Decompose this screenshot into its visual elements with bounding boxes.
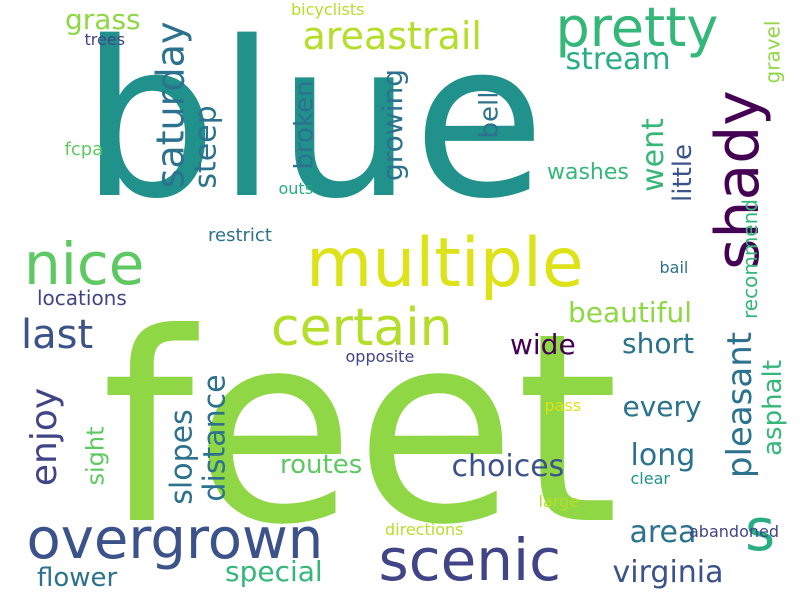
word-virginia: virginia — [612, 555, 724, 590]
word-distance: distance — [197, 374, 233, 502]
word-pleasant: pleasant — [720, 331, 761, 479]
word-grass: grass — [65, 3, 141, 36]
word-bail: bail — [659, 258, 689, 277]
word-nice: nice — [24, 230, 145, 298]
word-slopes: slopes — [164, 409, 200, 505]
word-little: little — [668, 143, 699, 203]
word-gravel: gravel — [759, 20, 784, 84]
word-long: long — [630, 438, 696, 473]
word-went: went — [635, 118, 671, 192]
word-special: special — [225, 555, 323, 588]
word-overgrown: overgrown — [26, 507, 324, 572]
word-scenic: scenic — [378, 526, 562, 594]
word-broken: broken — [289, 80, 320, 170]
word-pass: pass — [544, 396, 582, 415]
word-abandoned: abandoned — [689, 522, 779, 541]
word-bell: bell — [473, 91, 504, 139]
word-wide: wide — [510, 328, 576, 361]
word-outs: outs — [278, 179, 314, 198]
word-areastrail: areastrail — [302, 14, 482, 58]
word-clear: clear — [630, 469, 670, 488]
word-large: large — [538, 492, 580, 511]
word-pretty: pretty — [555, 0, 719, 59]
word-choices: choices — [451, 449, 565, 484]
word-bicyclists: bicyclists — [291, 0, 365, 19]
word-feet: feet — [101, 277, 619, 582]
word-multiple: multiple — [306, 224, 584, 303]
word-restrict: restrict — [208, 225, 272, 246]
word-blue: blue — [80, 0, 546, 246]
word-s: s — [745, 496, 776, 564]
word-recommend: recommend — [737, 199, 762, 319]
word-enjoy: enjoy — [24, 387, 66, 487]
word-growing: growing — [376, 69, 409, 181]
word-area: area — [629, 515, 697, 550]
word-locations: locations — [37, 286, 127, 310]
word-every: every — [622, 390, 702, 423]
word-opposite: opposite — [345, 347, 415, 366]
word-steep: steep — [188, 105, 224, 189]
word-trees: trees — [84, 30, 126, 49]
word-routes: routes — [280, 450, 363, 480]
word-saturday: saturday — [147, 21, 192, 189]
word-fcpa: fcpa — [64, 139, 104, 160]
word-flower: flower — [37, 563, 118, 593]
word-sight: sight — [81, 426, 110, 486]
word-washes: washes — [547, 160, 629, 185]
word-certain: certain — [271, 298, 453, 358]
word-asphalt: asphalt — [757, 360, 788, 456]
word-last: last — [21, 312, 94, 358]
word-stream: stream — [565, 42, 671, 77]
word-directions: directions — [385, 520, 464, 539]
word-beautiful: beautiful — [568, 296, 693, 329]
word-short: short — [622, 327, 694, 360]
